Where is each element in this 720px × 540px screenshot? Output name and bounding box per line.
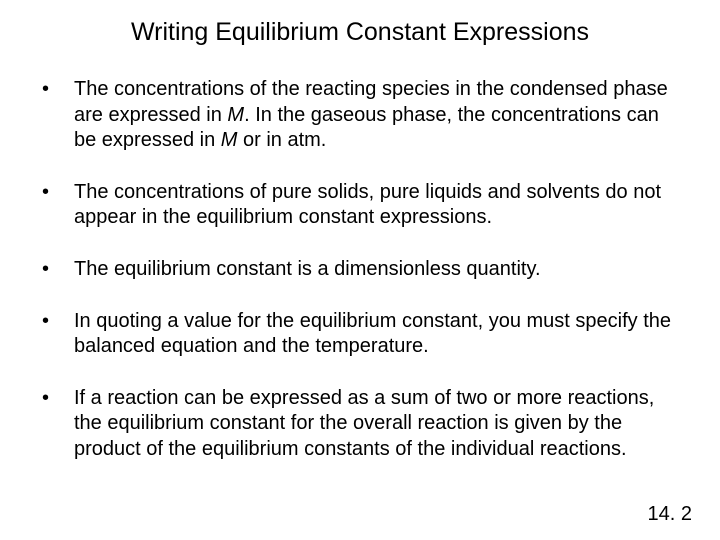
bullet-marker: • (40, 257, 74, 283)
bullet-marker: • (40, 386, 74, 463)
bullet-text: The concentrations of pure solids, pure … (74, 180, 680, 231)
bullet-marker: • (40, 309, 74, 360)
bullet-text: In quoting a value for the equilibrium c… (74, 309, 680, 360)
bullet-item: • In quoting a value for the equilibrium… (40, 309, 680, 360)
bullet-text: The concentrations of the reacting speci… (74, 77, 680, 154)
bullet-item: • If a reaction can be expressed as a su… (40, 386, 680, 463)
bullet-item: • The concentrations of pure solids, pur… (40, 180, 680, 231)
page-number: 14. 2 (648, 503, 692, 526)
bullet-marker: • (40, 180, 74, 231)
slide-title: Writing Equilibrium Constant Expressions (70, 18, 650, 47)
bullet-text: If a reaction can be expressed as a sum … (74, 386, 680, 463)
bullet-list: • The concentrations of the reacting spe… (40, 77, 680, 463)
bullet-item: • The equilibrium constant is a dimensio… (40, 257, 680, 283)
bullet-text: The equilibrium constant is a dimensionl… (74, 257, 680, 283)
bullet-marker: • (40, 77, 74, 154)
bullet-item: • The concentrations of the reacting spe… (40, 77, 680, 154)
